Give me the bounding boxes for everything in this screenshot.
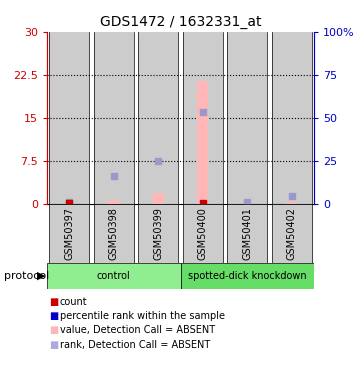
- Bar: [183, 204, 223, 262]
- Text: GSM50401: GSM50401: [242, 207, 252, 260]
- Text: ▶: ▶: [37, 271, 46, 281]
- Bar: [183, 32, 223, 204]
- Text: percentile rank within the sample: percentile rank within the sample: [60, 311, 225, 321]
- Text: ■: ■: [49, 326, 58, 335]
- Bar: [49, 32, 89, 204]
- Bar: [47, 263, 180, 289]
- Bar: [272, 204, 312, 262]
- Text: value, Detection Call = ABSENT: value, Detection Call = ABSENT: [60, 326, 215, 335]
- Text: GSM50397: GSM50397: [64, 207, 74, 260]
- Bar: [227, 32, 267, 204]
- Bar: [49, 204, 89, 262]
- Text: spotted-dick knockdown: spotted-dick knockdown: [188, 271, 306, 281]
- Bar: [197, 81, 208, 204]
- Text: GSM50400: GSM50400: [198, 207, 208, 260]
- Text: ■: ■: [49, 340, 58, 350]
- Bar: [138, 204, 178, 262]
- Bar: [93, 32, 134, 204]
- Text: protocol: protocol: [4, 271, 49, 281]
- Text: rank, Detection Call = ABSENT: rank, Detection Call = ABSENT: [60, 340, 210, 350]
- Bar: [108, 200, 119, 204]
- Text: GSM50398: GSM50398: [109, 207, 119, 260]
- Bar: [272, 32, 312, 204]
- Text: GSM50399: GSM50399: [153, 207, 163, 260]
- Bar: [138, 32, 178, 204]
- Text: ■: ■: [49, 311, 58, 321]
- Bar: [227, 204, 267, 262]
- Text: GSM50402: GSM50402: [287, 207, 297, 260]
- Title: GDS1472 / 1632331_at: GDS1472 / 1632331_at: [100, 15, 261, 30]
- Text: count: count: [60, 297, 87, 307]
- Bar: [93, 204, 134, 262]
- Bar: [153, 193, 164, 204]
- Bar: [286, 201, 297, 204]
- Text: control: control: [97, 271, 131, 281]
- Bar: [180, 263, 314, 289]
- Text: ■: ■: [49, 297, 58, 307]
